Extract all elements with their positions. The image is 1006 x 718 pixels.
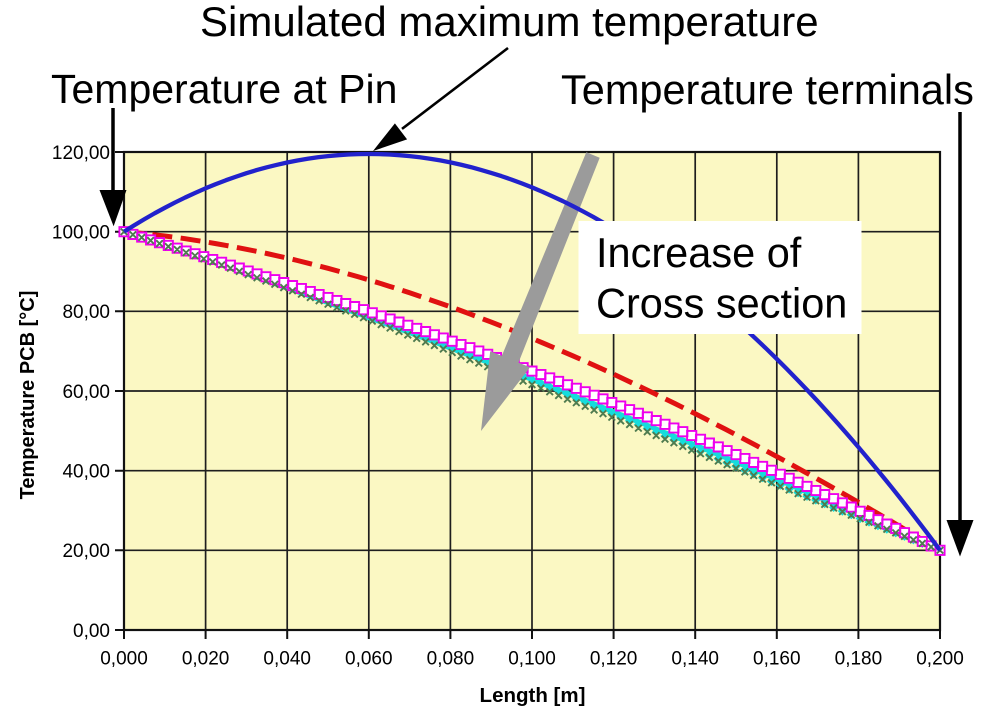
svg-text:Temperature at Pin: Temperature at Pin — [51, 66, 397, 112]
svg-text:0,100: 0,100 — [508, 649, 556, 670]
svg-text:120,00: 120,00 — [52, 143, 110, 164]
svg-text:0,000: 0,000 — [100, 649, 148, 670]
svg-text:0,040: 0,040 — [263, 649, 311, 670]
svg-text:0,080: 0,080 — [427, 649, 475, 670]
svg-text:Cross section: Cross section — [596, 280, 847, 327]
svg-text:60,00: 60,00 — [62, 382, 110, 403]
svg-text:0,00: 0,00 — [73, 621, 110, 642]
svg-text:Length [m]: Length [m] — [480, 684, 586, 707]
svg-text:Temperature PCB [°C]: Temperature PCB [°C] — [17, 291, 39, 500]
svg-text:0,020: 0,020 — [182, 649, 230, 670]
svg-text:Temperature terminals: Temperature terminals — [561, 66, 974, 113]
svg-text:0,160: 0,160 — [753, 649, 801, 670]
svg-text:40,00: 40,00 — [62, 462, 110, 483]
svg-text:0,180: 0,180 — [835, 649, 883, 670]
svg-text:0,060: 0,060 — [345, 649, 393, 670]
svg-text:80,00: 80,00 — [62, 302, 110, 323]
svg-text:0,120: 0,120 — [590, 649, 638, 670]
svg-text:Increase of: Increase of — [596, 229, 802, 276]
svg-text:Simulated maximum temperature: Simulated maximum temperature — [200, 0, 819, 45]
svg-text:0,140: 0,140 — [671, 649, 719, 670]
svg-text:20,00: 20,00 — [62, 541, 110, 562]
svg-text:100,00: 100,00 — [52, 223, 110, 244]
svg-text:0,200: 0,200 — [916, 649, 964, 670]
